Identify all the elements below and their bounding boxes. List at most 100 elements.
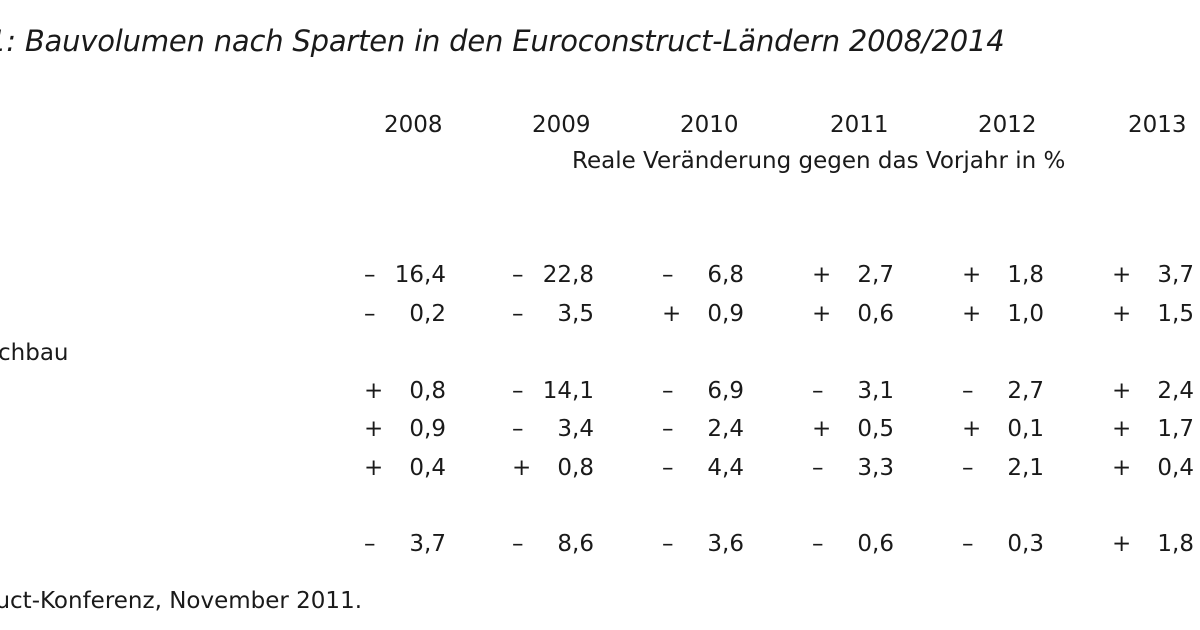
change-sign: – bbox=[812, 455, 824, 481]
table-cell: – 8,6 bbox=[512, 531, 594, 561]
table-cell: +2,7 bbox=[812, 262, 894, 292]
year-header-2012: 2012 bbox=[978, 112, 1037, 138]
change-sign: – bbox=[812, 531, 824, 557]
change-value: 3,6 bbox=[707, 531, 744, 557]
change-value: 8,6 bbox=[557, 531, 594, 557]
change-value: 16,4 bbox=[394, 262, 446, 288]
change-value: 0,4 bbox=[1157, 455, 1194, 481]
change-value: 1,0 bbox=[1007, 301, 1044, 327]
table-cell: – 3,5 bbox=[512, 301, 594, 331]
change-value: 0,4 bbox=[409, 455, 446, 481]
change-sign: – bbox=[962, 378, 974, 404]
change-sign: – bbox=[962, 455, 974, 481]
table-cell: –14,1 bbox=[512, 378, 594, 408]
change-sign: + bbox=[1112, 378, 1132, 404]
change-sign: – bbox=[512, 416, 524, 442]
change-value: 2,7 bbox=[1007, 378, 1044, 404]
year-header-2011: 2011 bbox=[830, 112, 889, 138]
change-value: 1,5 bbox=[1157, 301, 1194, 327]
change-sign: – bbox=[364, 301, 376, 327]
change-sign: – bbox=[812, 378, 824, 404]
change-value: 0,6 bbox=[857, 301, 894, 327]
change-value: 0,8 bbox=[557, 455, 594, 481]
change-sign: + bbox=[364, 455, 384, 481]
change-value: 6,8 bbox=[707, 262, 744, 288]
change-sign: + bbox=[1112, 301, 1132, 327]
change-value: 0,9 bbox=[707, 301, 744, 327]
change-value: 0,8 bbox=[409, 378, 446, 404]
year-header-2008: 2008 bbox=[384, 112, 443, 138]
change-sign: + bbox=[512, 455, 532, 481]
change-sign: + bbox=[364, 416, 384, 442]
row-label-partial: chbau bbox=[0, 340, 69, 366]
change-value: 0,9 bbox=[409, 416, 446, 442]
table-cell: – 2,7 bbox=[962, 378, 1044, 408]
change-value: 3,3 bbox=[857, 455, 894, 481]
change-value: 3,7 bbox=[409, 531, 446, 557]
change-sign: – bbox=[512, 262, 524, 288]
change-value: 14,1 bbox=[542, 378, 594, 404]
change-sign: + bbox=[662, 301, 682, 327]
change-sign: + bbox=[1112, 262, 1132, 288]
table-cell: +0,4 bbox=[364, 455, 446, 485]
change-value: 0,1 bbox=[1007, 416, 1044, 442]
table-cell: – 0,3 bbox=[962, 531, 1044, 561]
change-value: 6,9 bbox=[707, 378, 744, 404]
change-sign: – bbox=[662, 455, 674, 481]
table-title: 1: Bauvolumen nach Sparten in den Euroco… bbox=[0, 24, 1005, 58]
change-value: 3,5 bbox=[557, 301, 594, 327]
change-sign: + bbox=[812, 416, 832, 442]
table-cell: +0,1 bbox=[962, 416, 1044, 446]
table-cell: +0,6 bbox=[812, 301, 894, 331]
table-cell: +0,5 bbox=[812, 416, 894, 446]
table-cell: +1,8 bbox=[1112, 531, 1194, 561]
table-cell: +1,7 bbox=[1112, 416, 1194, 446]
table-cell: – 3,7 bbox=[364, 531, 446, 561]
table-cell: +0,4 bbox=[1112, 455, 1194, 485]
table-cell: – 0,6 bbox=[812, 531, 894, 561]
change-sign: + bbox=[364, 378, 384, 404]
change-sign: – bbox=[512, 301, 524, 327]
change-sign: – bbox=[662, 531, 674, 557]
table-cell: +0,8 bbox=[364, 378, 446, 408]
change-sign: – bbox=[512, 531, 524, 557]
table-cell: – 3,1 bbox=[812, 378, 894, 408]
change-sign: – bbox=[512, 378, 524, 404]
change-sign: – bbox=[662, 378, 674, 404]
table-cell: – 2,1 bbox=[962, 455, 1044, 485]
change-value: 22,8 bbox=[542, 262, 594, 288]
table-cell: – 6,8 bbox=[662, 262, 744, 292]
table-cell: +1,0 bbox=[962, 301, 1044, 331]
table-cell: –16,4 bbox=[364, 262, 446, 292]
change-sign: + bbox=[1112, 531, 1132, 557]
change-value: 2,4 bbox=[1157, 378, 1194, 404]
change-value: 0,3 bbox=[1007, 531, 1044, 557]
change-value: 0,6 bbox=[857, 531, 894, 557]
change-sign: – bbox=[364, 262, 376, 288]
table-cell: – 6,9 bbox=[662, 378, 744, 408]
change-sign: – bbox=[662, 262, 674, 288]
table-cell: +0,9 bbox=[662, 301, 744, 331]
change-sign: + bbox=[962, 301, 982, 327]
change-value: 3,4 bbox=[557, 416, 594, 442]
change-value: 1,8 bbox=[1157, 531, 1194, 557]
change-value: 2,7 bbox=[857, 262, 894, 288]
change-sign: – bbox=[962, 531, 974, 557]
change-value: 3,7 bbox=[1157, 262, 1194, 288]
change-value: 0,5 bbox=[857, 416, 894, 442]
table-cell: +1,8 bbox=[962, 262, 1044, 292]
change-value: 1,7 bbox=[1157, 416, 1194, 442]
change-sign: + bbox=[962, 416, 982, 442]
change-sign: – bbox=[364, 531, 376, 557]
change-sign: + bbox=[812, 262, 832, 288]
year-header-2010: 2010 bbox=[680, 112, 739, 138]
change-value: 3,1 bbox=[857, 378, 894, 404]
change-sign: – bbox=[662, 416, 674, 442]
table-cell: – 3,6 bbox=[662, 531, 744, 561]
table-cell: – 0,2 bbox=[364, 301, 446, 331]
table-cell: +0,8 bbox=[512, 455, 594, 485]
table-cell: – 3,3 bbox=[812, 455, 894, 485]
table-cell: +3,7 bbox=[1112, 262, 1194, 292]
change-sign: + bbox=[1112, 416, 1132, 442]
change-value: 2,1 bbox=[1007, 455, 1044, 481]
